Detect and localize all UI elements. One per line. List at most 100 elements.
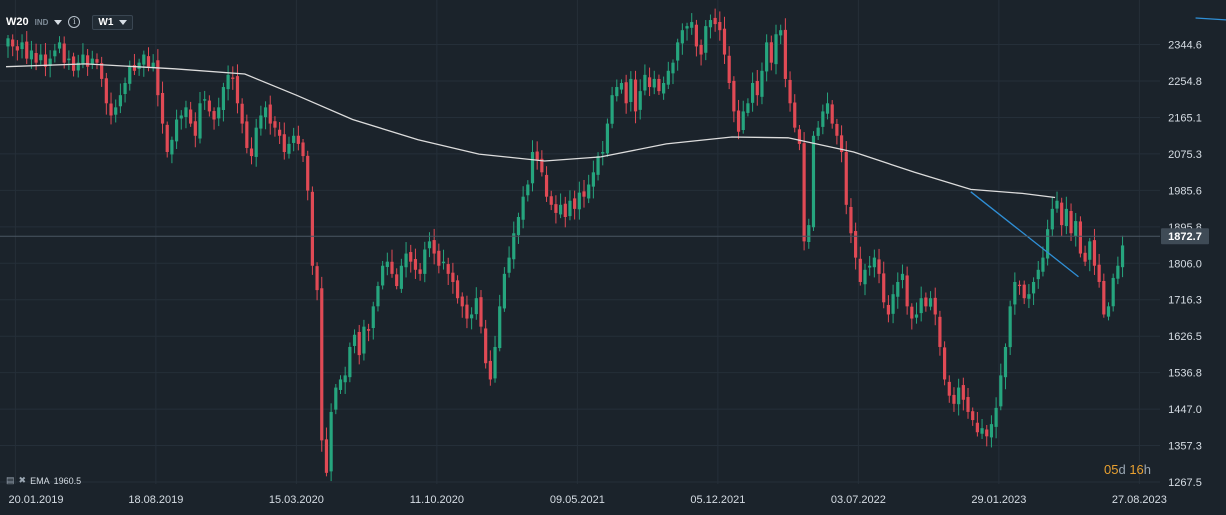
candle-body bbox=[29, 50, 34, 60]
candle-body bbox=[980, 428, 984, 434]
candle-body bbox=[156, 60, 160, 96]
y-axis-tick-label: 2254.8 bbox=[1168, 76, 1202, 88]
countdown-days: 05 bbox=[1104, 462, 1119, 477]
candle-body bbox=[366, 329, 371, 331]
candle-body bbox=[48, 58, 52, 66]
candle-body bbox=[90, 58, 94, 65]
candle-body bbox=[301, 142, 305, 157]
trendline bbox=[1195, 17, 1226, 21]
candle-body bbox=[582, 191, 586, 197]
candle-body bbox=[657, 78, 661, 92]
candle-body bbox=[755, 80, 759, 96]
candle-body bbox=[807, 225, 811, 242]
candle-body bbox=[245, 121, 249, 148]
candle-body bbox=[512, 233, 516, 260]
x-axis-tick-label: 20.01.2019 bbox=[8, 494, 63, 506]
x-axis-tick-label: 18.08.2019 bbox=[128, 494, 183, 506]
candle-body bbox=[750, 82, 755, 103]
info-icon[interactable]: i bbox=[68, 16, 81, 28]
candle-body bbox=[231, 77, 235, 79]
candle-body bbox=[882, 273, 886, 303]
candle-body bbox=[872, 257, 876, 268]
candle-body bbox=[1064, 208, 1068, 227]
candle-body bbox=[278, 129, 282, 136]
candle-body bbox=[418, 269, 422, 274]
candle-body bbox=[76, 62, 80, 71]
candle-body bbox=[226, 74, 230, 90]
candle-body bbox=[423, 249, 427, 274]
candle-body bbox=[999, 375, 1003, 407]
candle-body bbox=[919, 298, 923, 314]
candle-body bbox=[769, 42, 773, 63]
candle-body bbox=[690, 22, 694, 28]
candle-body bbox=[526, 184, 530, 196]
candle-body bbox=[516, 217, 521, 236]
candle-body bbox=[816, 127, 820, 136]
candle-body bbox=[352, 334, 357, 346]
candle-body bbox=[558, 204, 563, 215]
y-axis-tick-label: 1626.5 bbox=[1168, 331, 1202, 343]
candle-body bbox=[563, 203, 567, 218]
candle-body bbox=[1003, 346, 1008, 378]
candle-body bbox=[217, 107, 221, 119]
candle-body bbox=[1120, 245, 1125, 268]
candle-body bbox=[132, 65, 137, 71]
timeframe-dropdown-icon[interactable] bbox=[119, 19, 128, 25]
symbol-dropdown-icon[interactable] bbox=[54, 19, 63, 25]
candle-body bbox=[629, 78, 633, 102]
candle-body bbox=[432, 240, 436, 254]
remove-indicator-icon[interactable]: ✖ bbox=[18, 475, 27, 485]
candle-body bbox=[1092, 240, 1097, 266]
candle-body bbox=[306, 155, 310, 191]
candle-body bbox=[811, 135, 816, 228]
candle-body bbox=[544, 174, 549, 197]
candle-body bbox=[985, 429, 989, 437]
candle-body bbox=[15, 46, 19, 51]
candle-body bbox=[966, 397, 970, 412]
candle-body bbox=[1111, 277, 1115, 307]
candle-body bbox=[652, 78, 656, 88]
candle-body bbox=[488, 360, 492, 380]
timeframe-label: W1 bbox=[98, 16, 114, 28]
candle-body bbox=[952, 394, 956, 404]
candle-body bbox=[1102, 280, 1106, 315]
candle-body bbox=[357, 331, 361, 356]
candle-body bbox=[549, 196, 553, 205]
y-axis-tick-label: 2344.6 bbox=[1168, 40, 1202, 52]
candle-body bbox=[193, 121, 197, 136]
candle-body bbox=[905, 275, 909, 307]
candle-body bbox=[287, 143, 291, 154]
candle-body bbox=[474, 298, 478, 315]
candle-body bbox=[779, 30, 783, 36]
candle-body bbox=[315, 266, 319, 291]
candle-body bbox=[6, 38, 10, 47]
candle-body bbox=[263, 107, 268, 118]
candle-body bbox=[329, 411, 333, 472]
symbol-label[interactable]: W20 bbox=[6, 16, 29, 28]
timeframe-selector[interactable]: W1 bbox=[92, 14, 134, 30]
candle-body bbox=[507, 257, 511, 273]
candle-body bbox=[741, 111, 745, 131]
candle-body bbox=[844, 152, 848, 205]
y-axis-tick-label: 2075.3 bbox=[1168, 149, 1202, 161]
candle-body bbox=[601, 152, 605, 154]
candle-body bbox=[1050, 208, 1054, 230]
candle-body bbox=[694, 24, 699, 47]
candle-body bbox=[900, 273, 905, 281]
candle-body bbox=[338, 379, 343, 390]
candle-body bbox=[109, 103, 113, 116]
candle-body bbox=[994, 407, 998, 427]
candle-body bbox=[273, 121, 277, 128]
candle-body bbox=[81, 54, 85, 65]
candle-body bbox=[863, 269, 867, 285]
candle-body bbox=[376, 286, 380, 307]
candle-countdown: 05d 16h bbox=[1104, 462, 1151, 477]
candle-body bbox=[446, 264, 450, 274]
last-price-tag bbox=[1161, 228, 1209, 245]
candle-body bbox=[221, 87, 226, 111]
candle-body bbox=[348, 346, 352, 378]
indicator-settings-icon[interactable]: ▤ bbox=[6, 475, 15, 485]
candle-body bbox=[179, 115, 183, 119]
candle-body bbox=[938, 316, 942, 347]
